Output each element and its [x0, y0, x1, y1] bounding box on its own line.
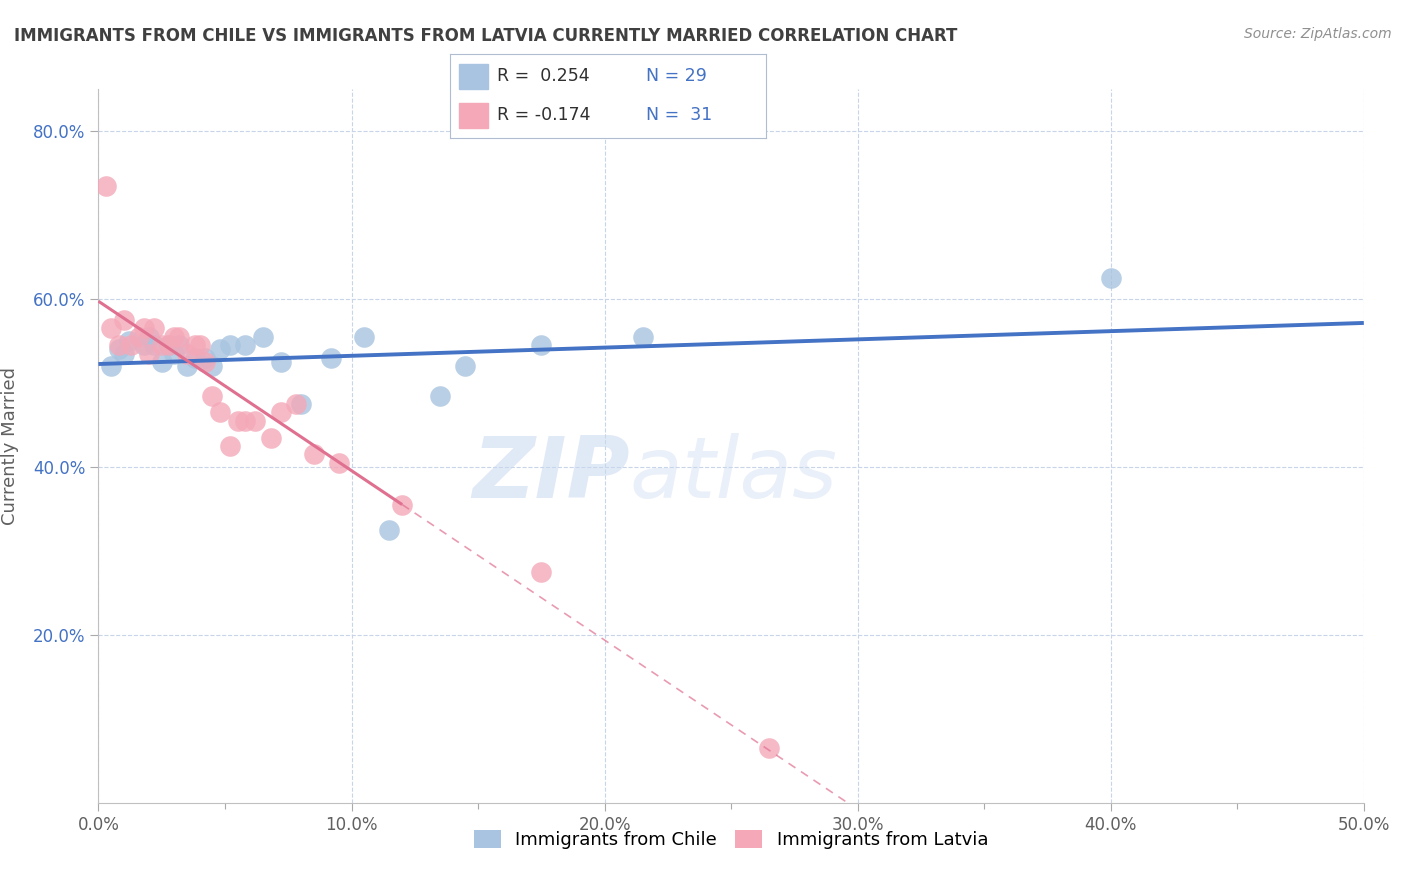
- Y-axis label: Currently Married: Currently Married: [1, 367, 18, 525]
- Point: [259, 431, 281, 445]
- Text: atlas: atlas: [630, 433, 838, 516]
- Point: [270, 355, 292, 369]
- Point: [530, 565, 553, 579]
- Point: [138, 346, 160, 360]
- Point: [454, 359, 477, 374]
- Point: [120, 338, 142, 352]
- Bar: [460, 63, 488, 89]
- Point: [157, 338, 180, 352]
- Point: [245, 414, 267, 428]
- Text: N =  31: N = 31: [647, 106, 713, 124]
- Point: [112, 346, 135, 360]
- Point: [163, 346, 186, 360]
- Point: [132, 338, 155, 352]
- Point: [157, 338, 180, 352]
- Point: [631, 330, 654, 344]
- Point: [176, 346, 198, 360]
- Text: N = 29: N = 29: [647, 68, 707, 86]
- Point: [530, 338, 553, 352]
- Point: [169, 338, 191, 352]
- Point: [201, 359, 224, 374]
- Point: [284, 397, 307, 411]
- Point: [132, 321, 155, 335]
- Text: Source: ZipAtlas.com: Source: ZipAtlas.com: [1244, 27, 1392, 41]
- Point: [208, 405, 231, 419]
- Point: [758, 741, 780, 756]
- Point: [353, 330, 375, 344]
- Point: [219, 338, 242, 352]
- Point: [302, 447, 325, 461]
- Point: [194, 351, 217, 365]
- Point: [94, 178, 117, 193]
- Bar: [460, 103, 488, 128]
- Point: [194, 355, 217, 369]
- Point: [163, 330, 186, 344]
- Point: [226, 414, 249, 428]
- Point: [169, 330, 191, 344]
- Point: [201, 389, 224, 403]
- Point: [150, 355, 173, 369]
- Point: [219, 439, 242, 453]
- Point: [188, 338, 211, 352]
- Point: [143, 338, 166, 352]
- Point: [100, 321, 122, 335]
- Point: [128, 330, 150, 344]
- Point: [270, 405, 292, 419]
- Point: [429, 389, 451, 403]
- Point: [107, 338, 129, 352]
- Text: R =  0.254: R = 0.254: [498, 68, 591, 86]
- Point: [321, 351, 343, 365]
- Point: [183, 351, 205, 365]
- Point: [150, 338, 173, 352]
- Text: IMMIGRANTS FROM CHILE VS IMMIGRANTS FROM LATVIA CURRENTLY MARRIED CORRELATION CH: IMMIGRANTS FROM CHILE VS IMMIGRANTS FROM…: [14, 27, 957, 45]
- Point: [328, 456, 350, 470]
- Point: [290, 397, 312, 411]
- Text: R = -0.174: R = -0.174: [498, 106, 591, 124]
- Point: [138, 330, 160, 344]
- Point: [118, 334, 141, 348]
- Text: ZIP: ZIP: [472, 433, 630, 516]
- Legend: Immigrants from Chile, Immigrants from Latvia: Immigrants from Chile, Immigrants from L…: [465, 821, 997, 858]
- Point: [233, 338, 256, 352]
- Point: [176, 359, 198, 374]
- Point: [100, 359, 122, 374]
- Point: [1099, 271, 1122, 285]
- Point: [143, 321, 166, 335]
- Point: [378, 523, 401, 537]
- Point: [391, 498, 413, 512]
- Point: [107, 343, 129, 357]
- Point: [252, 330, 274, 344]
- Point: [208, 343, 231, 357]
- Point: [112, 313, 135, 327]
- Point: [233, 414, 256, 428]
- Point: [183, 338, 205, 352]
